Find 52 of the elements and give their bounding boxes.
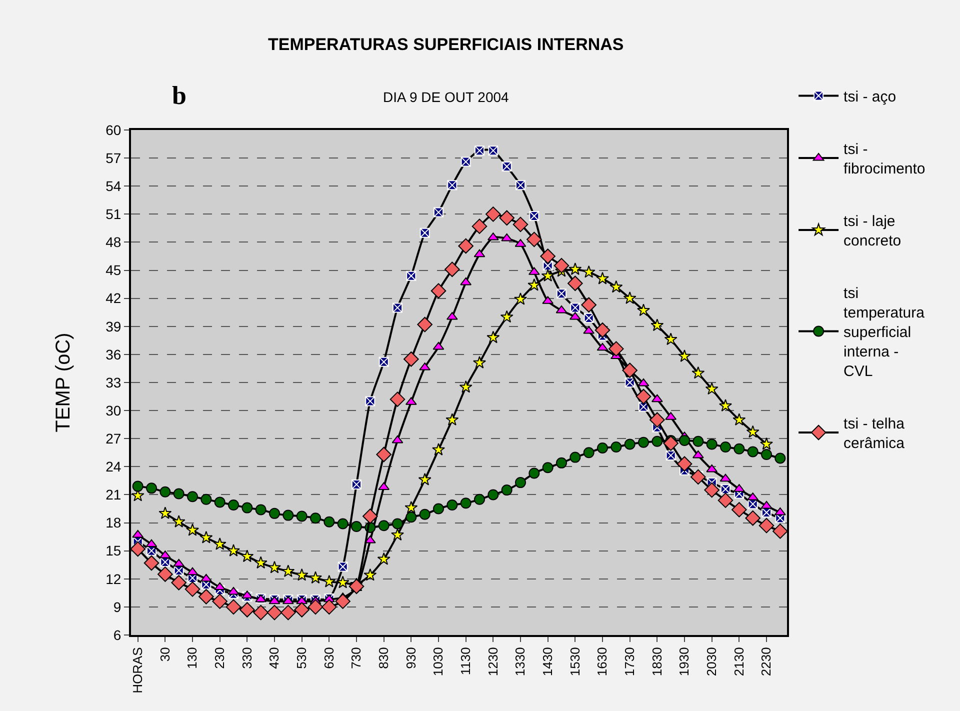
x-tick-label: 630: [321, 647, 336, 669]
y-axis-title: TEMP (oC): [52, 332, 75, 432]
x-tick-label: 1130: [458, 647, 474, 676]
legend-label: tsi - telha cerâmica: [844, 416, 906, 452]
y-tick-label: 45: [106, 262, 122, 278]
legend-label: tsi temperatura superficial interna - CVL: [844, 285, 926, 380]
x-tick-label: 1930: [676, 647, 692, 676]
y-tick-label: 36: [106, 346, 122, 362]
y-tick-label: 18: [106, 514, 122, 531]
x-tick-label: 1530: [567, 647, 582, 676]
text: b: [172, 81, 186, 110]
x-tick-label: 130: [184, 647, 200, 669]
legend-label: tsi - fibrocimento: [844, 141, 926, 178]
x-tick-label: HORAS: [130, 646, 146, 694]
x-tick-label: 1430: [540, 647, 556, 676]
x-tick-label: 2030: [704, 647, 720, 676]
y-tick-label: 33: [106, 374, 122, 390]
y-tick-label: 6: [113, 626, 122, 643]
chart-subtitle: DIA 9 DE OUT 2004: [383, 89, 510, 105]
y-tick-label: 51: [106, 206, 122, 222]
x-tick-label: 1630: [594, 647, 610, 676]
legend-label: tsi - aço: [844, 88, 896, 106]
y-tick-label: 54: [106, 178, 122, 194]
x-tick-label: 930: [403, 647, 418, 669]
x-tick-label: 2130: [731, 647, 746, 676]
y-tick-label: 9: [113, 598, 122, 615]
y-tick-label: 15: [106, 542, 122, 559]
x-tick-label: 330: [239, 647, 254, 669]
legend-label: tsi - laje concreto: [844, 213, 902, 250]
chart-title: TEMPERATURAS SUPERFICIAIS INTERNAS: [268, 34, 624, 54]
y-tick-label: 27: [106, 430, 122, 447]
x-tick-label: 2230: [758, 647, 774, 676]
x-tick-label: 30: [157, 647, 172, 662]
x-tick-label: 1030: [430, 647, 446, 676]
x-tick-label: 1730: [622, 647, 638, 676]
y-tick-label: 30: [106, 402, 122, 418]
y-tick-label: 39: [106, 318, 122, 334]
x-tick-label: 1330: [512, 647, 528, 676]
x-tick-label: 530: [294, 647, 310, 669]
x-tick-label: 230: [212, 647, 228, 669]
x-tick-label: 430: [266, 647, 282, 669]
y-tick-label: 48: [106, 234, 122, 250]
x-tick-label: 730: [348, 647, 364, 669]
y-tick-label: 60: [106, 122, 122, 138]
x-tick-label: 830: [376, 647, 392, 669]
y-tick-label: 42: [106, 290, 122, 306]
x-tick-label: 1230: [485, 647, 500, 676]
x-tick-label: 1830: [649, 647, 664, 676]
y-tick-label: 21: [106, 486, 122, 503]
y-tick-label: 57: [106, 150, 122, 166]
y-tick-label: 24: [106, 458, 122, 475]
y-tick-label: 12: [106, 570, 122, 587]
